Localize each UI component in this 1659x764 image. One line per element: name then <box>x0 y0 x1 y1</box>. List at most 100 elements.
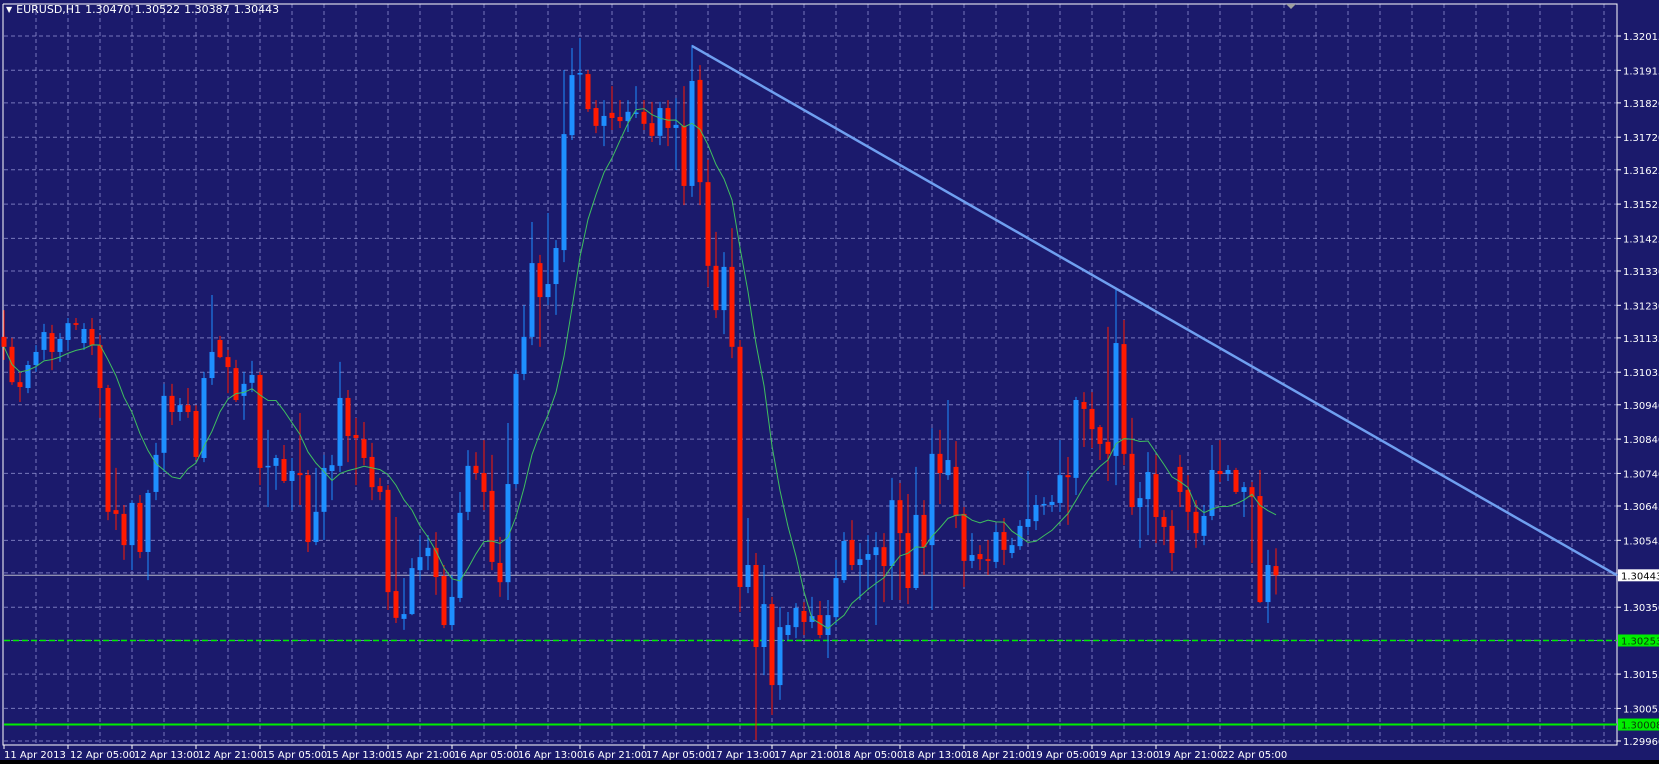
candle-bear[interactable] <box>881 547 887 567</box>
candle-bear[interactable] <box>737 346 743 587</box>
candle-bull[interactable] <box>289 471 295 481</box>
candle-bull[interactable] <box>865 554 871 560</box>
candle-bear[interactable] <box>961 513 967 561</box>
candle-bull[interactable] <box>401 614 407 619</box>
candle-bear[interactable] <box>713 265 719 311</box>
candle-bear[interactable] <box>705 182 711 266</box>
candle-bear[interactable] <box>345 397 351 437</box>
candle-bull[interactable] <box>841 540 847 581</box>
candle-bear[interactable] <box>1249 487 1255 498</box>
candle-bear[interactable] <box>497 562 503 583</box>
candle-bull[interactable] <box>321 467 327 512</box>
candle-bull[interactable] <box>209 351 215 379</box>
candle-bear[interactable] <box>609 112 615 118</box>
candle-bear[interactable] <box>905 533 911 588</box>
candle-bear[interactable] <box>681 125 687 186</box>
candle-bull[interactable] <box>329 465 335 472</box>
candle-bear[interactable] <box>481 473 487 492</box>
candle-bull[interactable] <box>745 565 751 587</box>
candle-bull[interactable] <box>913 514 919 588</box>
candle-bear[interactable] <box>1161 516 1167 527</box>
candle-bear[interactable] <box>1065 475 1071 478</box>
candle-bear[interactable] <box>281 459 287 481</box>
candle-bear[interactable] <box>801 610 807 622</box>
candle-bear[interactable] <box>1273 566 1279 576</box>
candle-bull[interactable] <box>25 365 31 388</box>
candle-bear[interactable] <box>49 333 55 352</box>
candle-bear[interactable] <box>585 74 591 110</box>
candle-bull[interactable] <box>673 124 679 128</box>
candle-bull[interactable] <box>313 511 319 543</box>
candle-bear[interactable] <box>537 263 543 298</box>
candle-bear[interactable] <box>217 339 223 358</box>
candle-bear[interactable] <box>193 410 199 457</box>
candle-bull[interactable] <box>1145 472 1151 500</box>
candle-bull[interactable] <box>553 248 559 285</box>
candle-bull[interactable] <box>1033 504 1039 522</box>
candle-bear[interactable] <box>369 456 375 488</box>
candle-bull[interactable] <box>505 484 511 583</box>
candle-bear[interactable] <box>433 547 439 578</box>
candle-bear[interactable] <box>1089 408 1095 430</box>
candle-bear[interactable] <box>593 108 599 126</box>
candle-bull[interactable] <box>1265 565 1271 603</box>
candle-bull[interactable] <box>577 73 583 75</box>
candle-bear[interactable] <box>953 466 959 516</box>
candle-bear[interactable] <box>377 486 383 492</box>
candle-bull[interactable] <box>689 80 695 186</box>
candle-bull[interactable] <box>129 502 135 546</box>
candle-bear[interactable] <box>1233 469 1239 492</box>
candle-bull[interactable] <box>945 460 951 476</box>
candle-bull[interactable] <box>425 547 431 557</box>
candle-bear[interactable] <box>385 489 391 593</box>
candle-bear[interactable] <box>649 123 655 136</box>
candle-bull[interactable] <box>545 284 551 298</box>
candle-bear[interactable] <box>297 473 303 476</box>
candle-bull[interactable] <box>777 627 783 686</box>
candle-bear[interactable] <box>1105 441 1111 454</box>
candle-bull[interactable] <box>265 465 271 468</box>
candle-bull[interactable] <box>153 454 159 492</box>
candle-bull[interactable] <box>457 512 463 598</box>
candle-bull[interactable] <box>601 115 607 126</box>
candle-bear[interactable] <box>921 514 927 548</box>
candle-bull[interactable] <box>161 395 167 453</box>
candle-bull[interactable] <box>1201 515 1207 536</box>
candle-bear[interactable] <box>1217 471 1223 475</box>
candle-bear[interactable] <box>393 591 399 618</box>
candle-bear[interactable] <box>897 500 903 534</box>
candle-bear[interactable] <box>137 502 143 552</box>
candle-bull[interactable] <box>1057 475 1063 503</box>
candle-bear[interactable] <box>1193 511 1199 534</box>
candle-bull[interactable] <box>857 559 863 566</box>
candle-bull[interactable] <box>625 111 631 122</box>
candle-bear[interactable] <box>697 79 703 183</box>
candle-bear[interactable] <box>441 575 447 626</box>
candle-bull[interactable] <box>721 266 727 311</box>
candle-bull[interactable] <box>873 547 879 556</box>
candle-bear[interactable] <box>1185 489 1191 512</box>
candle-bear[interactable] <box>185 405 191 413</box>
candle-bear[interactable] <box>97 345 103 388</box>
candle-bear[interactable] <box>977 554 983 560</box>
candle-bull[interactable] <box>993 532 999 562</box>
candle-bull[interactable] <box>409 568 415 615</box>
candle-bull[interactable] <box>177 405 183 413</box>
candle-bull[interactable] <box>273 457 279 466</box>
candle-bull[interactable] <box>81 328 87 344</box>
candle-bear[interactable] <box>1 336 7 347</box>
candle-bear[interactable] <box>665 108 671 128</box>
candle-bear[interactable] <box>1097 427 1103 444</box>
candle-bull[interactable] <box>201 378 207 458</box>
candle-bull[interactable] <box>1049 501 1055 505</box>
candle-bear[interactable] <box>729 266 735 347</box>
candle-bull[interactable] <box>569 75 575 136</box>
candle-bull[interactable] <box>1073 399 1079 478</box>
candle-bear[interactable] <box>105 387 111 512</box>
candle-bear[interactable] <box>1169 525 1175 554</box>
candle-bull[interactable] <box>417 557 423 571</box>
candle-bull[interactable] <box>657 108 663 136</box>
candle-bear[interactable] <box>257 374 263 468</box>
